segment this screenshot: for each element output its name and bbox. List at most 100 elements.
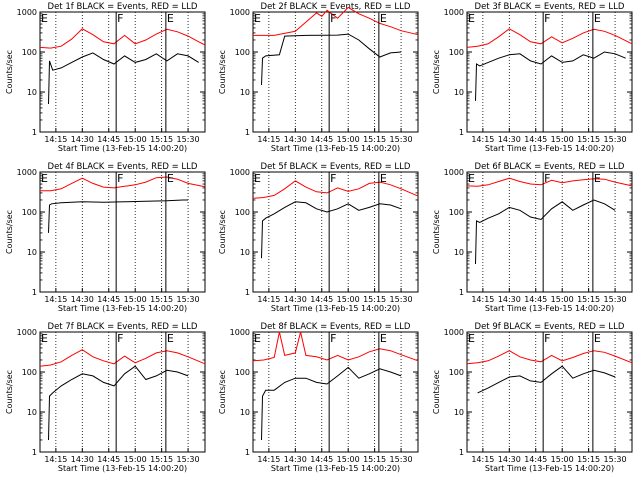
y-tick-label: 10 — [454, 248, 464, 257]
marker-label: F — [330, 12, 336, 25]
x-tick-label: 14:15 — [257, 455, 280, 464]
x-tick-label: 15:30 — [177, 455, 200, 464]
marker-label: E — [167, 332, 174, 345]
marker-label: E — [594, 12, 601, 25]
series-line-events — [48, 365, 189, 441]
plot-frame — [252, 11, 419, 133]
x-axis-label: Start Time (13-Feb-15 14:00:20) — [58, 144, 187, 153]
x-tick-label: 14:30 — [498, 135, 521, 144]
y-tick-label: 100 — [235, 48, 250, 57]
chart-title: Det 5f BLACK = Events, RED = LLD — [261, 162, 411, 172]
x-tick-label: 14:15 — [44, 455, 67, 464]
plot-frame — [252, 331, 419, 453]
y-axis-label: Counts/sec — [218, 50, 227, 94]
series-line-events — [475, 51, 626, 101]
x-axis-label: Start Time (13-Feb-15 14:00:20) — [485, 464, 614, 473]
marker-label: F — [330, 172, 336, 185]
x-tick-label: 14:15 — [44, 295, 67, 304]
plot-frame — [39, 11, 206, 133]
marker-label: E — [41, 12, 48, 25]
x-axis-label: Start Time (13-Feb-15 14:00:20) — [485, 304, 614, 313]
y-tick-label: 10 — [27, 408, 37, 417]
x-tick-label: 15:00 — [124, 135, 147, 144]
x-tick-label: 14:30 — [284, 295, 307, 304]
y-tick-label: 100 — [22, 48, 37, 57]
marker-label: F — [117, 12, 123, 25]
series-line-lld — [253, 6, 419, 36]
x-tick-label: 14:15 — [257, 295, 280, 304]
x-axis-label: Start Time (13-Feb-15 14:00:20) — [485, 144, 614, 153]
x-tick-label: 14:45 — [524, 135, 547, 144]
x-axis-label: Start Time (13-Feb-15 14:00:20) — [58, 464, 187, 473]
y-tick-label: 1 — [32, 288, 37, 297]
chart-panel-4: Det 4f BLACK = Events, RED = LLD 14:15 14:… — [5, 162, 206, 313]
x-tick-label: 15:00 — [124, 455, 147, 464]
x-tick-label: 14:15 — [471, 135, 494, 144]
x-tick-label: 15:15 — [363, 295, 386, 304]
x-tick-label: 15:30 — [390, 455, 413, 464]
x-tick-label: 14:30 — [284, 455, 307, 464]
marker-label: E — [167, 12, 174, 25]
series-line-events — [261, 366, 402, 441]
y-axis-label: Counts/sec — [5, 210, 14, 254]
x-tick-label: 15:15 — [577, 135, 600, 144]
x-tick-label: 15:00 — [551, 295, 574, 304]
marker-label: E — [468, 12, 475, 25]
x-tick-label: 14:15 — [257, 135, 280, 144]
series-line-events — [477, 365, 616, 394]
marker-label: E — [468, 172, 475, 185]
marker-label: F — [117, 172, 123, 185]
marker-label: E — [380, 172, 387, 185]
y-tick-label: 1 — [245, 288, 250, 297]
chart-title: Det 4f BLACK = Events, RED = LLD — [48, 162, 198, 172]
plot-frame — [466, 11, 633, 133]
x-tick-label: 15:15 — [150, 455, 173, 464]
y-tick-label: 1 — [245, 448, 250, 457]
chart-title: Det 6f BLACK = Events, RED = LLD — [475, 162, 625, 172]
x-axis-label: Start Time (13-Feb-15 14:00:20) — [58, 304, 187, 313]
y-tick-label: 10 — [240, 88, 250, 97]
series-line-events — [48, 199, 189, 233]
x-tick-label: 14:45 — [97, 295, 120, 304]
chart-panel-8: Det 8f BLACK = Events, RED = LLD 14:15 14:… — [218, 322, 419, 473]
y-tick-label: 100 — [449, 208, 464, 217]
marker-label: F — [117, 332, 123, 345]
series-line-lld — [40, 176, 206, 192]
y-axis-label: Counts/sec — [432, 50, 441, 94]
y-tick-label: 1000 — [17, 328, 37, 337]
x-tick-label: 14:30 — [284, 135, 307, 144]
y-tick-label: 1 — [32, 448, 37, 457]
x-tick-label: 15:30 — [390, 135, 413, 144]
plot-frame — [252, 171, 419, 293]
series-line-events — [261, 201, 402, 259]
x-tick-label: 14:15 — [471, 455, 494, 464]
series-line-events — [475, 199, 616, 265]
plot-frame — [466, 171, 633, 293]
chart-panel-1: Det 1f BLACK = Events, RED = LLD 14:15 14:… — [5, 2, 206, 153]
x-tick-label: 15:00 — [551, 135, 574, 144]
y-tick-label: 10 — [240, 408, 250, 417]
marker-label: E — [594, 332, 601, 345]
x-axis-label: Start Time (13-Feb-15 14:00:20) — [271, 464, 400, 473]
chart-panel-5: Det 5f BLACK = Events, RED = LLD 14:15 14:… — [218, 162, 419, 313]
series-line-lld — [252, 331, 419, 362]
x-tick-label: 14:30 — [71, 455, 94, 464]
y-tick-label: 1000 — [230, 8, 250, 17]
marker-label: E — [380, 12, 387, 25]
marker-label: E — [380, 332, 387, 345]
marker-label: E — [254, 332, 261, 345]
plot-frame — [466, 331, 633, 453]
x-tick-label: 14:15 — [471, 295, 494, 304]
marker-label: E — [254, 172, 261, 185]
chart-panel-7: Det 7f BLACK = Events, RED = LLD 14:15 14:… — [5, 322, 206, 473]
marker-label: E — [594, 172, 601, 185]
x-tick-label: 15:15 — [363, 455, 386, 464]
x-tick-label: 15:00 — [551, 455, 574, 464]
chart-title: Det 9f BLACK = Events, RED = LLD — [475, 322, 625, 332]
series-line-lld — [252, 180, 419, 199]
y-tick-label: 1 — [32, 128, 37, 137]
x-tick-label: 14:30 — [71, 135, 94, 144]
marker-label: E — [254, 12, 261, 25]
y-axis-label: Counts/sec — [5, 370, 14, 414]
